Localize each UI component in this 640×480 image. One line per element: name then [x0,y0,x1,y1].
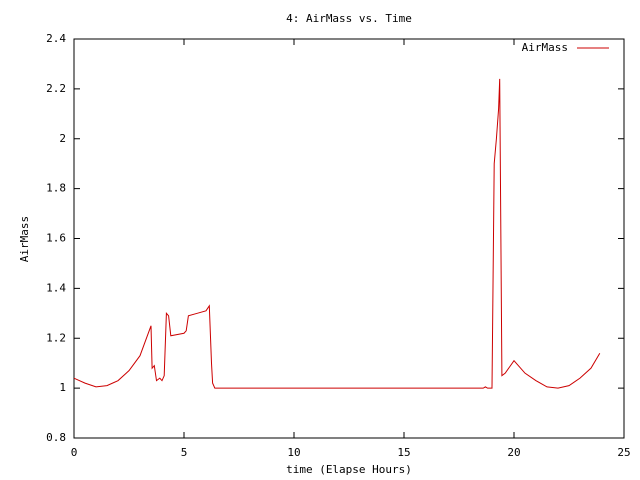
y-tick-label: 2.2 [46,82,66,95]
y-tick-label: 1.8 [46,182,66,195]
y-tick-label: 1.6 [46,232,66,245]
legend-label: AirMass [522,41,568,54]
y-tick-label: 1 [59,381,66,394]
x-tick-label: 15 [397,446,410,459]
y-axis-label: AirMass [18,216,31,262]
x-tick-label: 5 [181,446,188,459]
x-axis-label: time (Elapse Hours) [286,463,412,476]
chart-title: 4: AirMass vs. Time [286,12,412,25]
data-line [73,78,601,389]
y-tick-label: 1.4 [46,281,66,294]
x-tick-label: 0 [71,446,78,459]
y-tick-label: 1.2 [46,331,66,344]
x-tick-label: 25 [617,446,630,459]
y-tick-label: 2 [59,132,66,145]
y-tick-label: 2.4 [46,32,66,45]
x-tick-label: 10 [287,446,300,459]
y-tick-label: 0.8 [46,431,66,444]
x-tick-label: 20 [507,446,520,459]
